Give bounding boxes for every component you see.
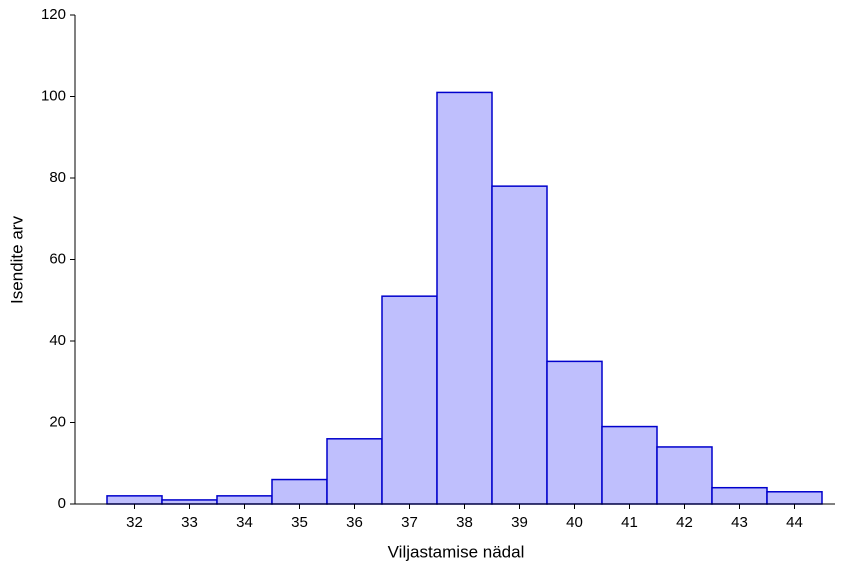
bar: [656, 446, 713, 505]
y-tick-label: 40: [49, 332, 66, 349]
bar: [326, 438, 383, 505]
bar: [546, 360, 603, 505]
bar: [161, 499, 218, 505]
x-tick-label: 43: [731, 514, 748, 531]
x-tick-label: 34: [236, 514, 253, 531]
y-tick-label: 100: [41, 87, 66, 104]
x-tick-label: 33: [181, 514, 198, 531]
x-tick-label: 36: [346, 514, 363, 531]
x-tick-label: 44: [786, 514, 803, 531]
x-tick-label: 39: [511, 514, 528, 531]
x-tick-label: 42: [676, 514, 693, 531]
bar: [711, 486, 768, 505]
y-tick-label: 120: [41, 6, 66, 23]
x-tick-label: 41: [621, 514, 638, 531]
y-tick-label: 60: [49, 250, 66, 267]
y-tick-label: 20: [49, 413, 66, 430]
bar: [106, 495, 163, 505]
x-tick-label: 38: [456, 514, 473, 531]
bar: [766, 491, 823, 505]
x-tick-label: 40: [566, 514, 583, 531]
x-tick-label: 35: [291, 514, 308, 531]
bar: [216, 495, 273, 505]
x-tick-label: 32: [126, 514, 143, 531]
x-tick-label: 37: [401, 514, 418, 531]
y-axis-title: Isendite arv: [7, 216, 26, 304]
bar: [271, 478, 328, 505]
y-tick-label: 0: [58, 495, 66, 512]
y-tick-label: 80: [49, 169, 66, 186]
bar: [601, 425, 658, 505]
bar: [381, 295, 438, 505]
bar: [436, 91, 493, 505]
bar: [491, 185, 548, 505]
x-axis-title: Viljastamise nädal: [388, 542, 525, 561]
